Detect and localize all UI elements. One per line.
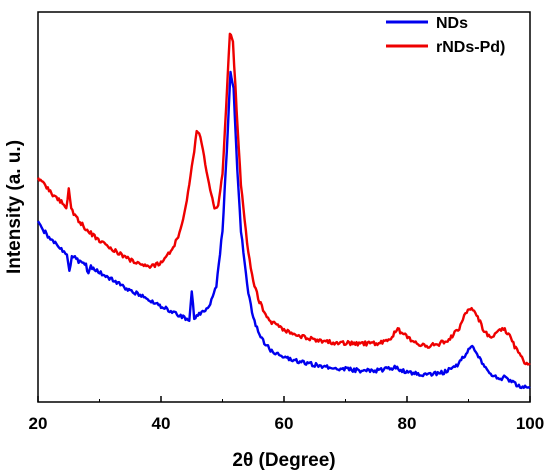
x-axis-title: 2θ (Degree) xyxy=(232,450,335,471)
plot-frame xyxy=(37,11,531,403)
x-tick-label: 60 xyxy=(275,414,294,433)
legend: NDs rNDs-Pd) xyxy=(386,15,505,56)
x-tick-label: 40 xyxy=(152,414,171,433)
x-tick-label: 80 xyxy=(398,414,417,433)
x-tick-label: 20 xyxy=(29,414,48,433)
series-line-0 xyxy=(36,70,531,390)
x-axis-ticks: 20 40 60 80 100 xyxy=(29,396,544,433)
y-axis-title: Intensity (a. u.) xyxy=(4,140,25,274)
legend-label: NDs xyxy=(436,15,468,32)
series-group xyxy=(36,32,531,390)
legend-label: rNDs-Pd) xyxy=(436,39,505,56)
series-line-1 xyxy=(36,32,531,366)
x-tick-label: 100 xyxy=(516,414,544,433)
